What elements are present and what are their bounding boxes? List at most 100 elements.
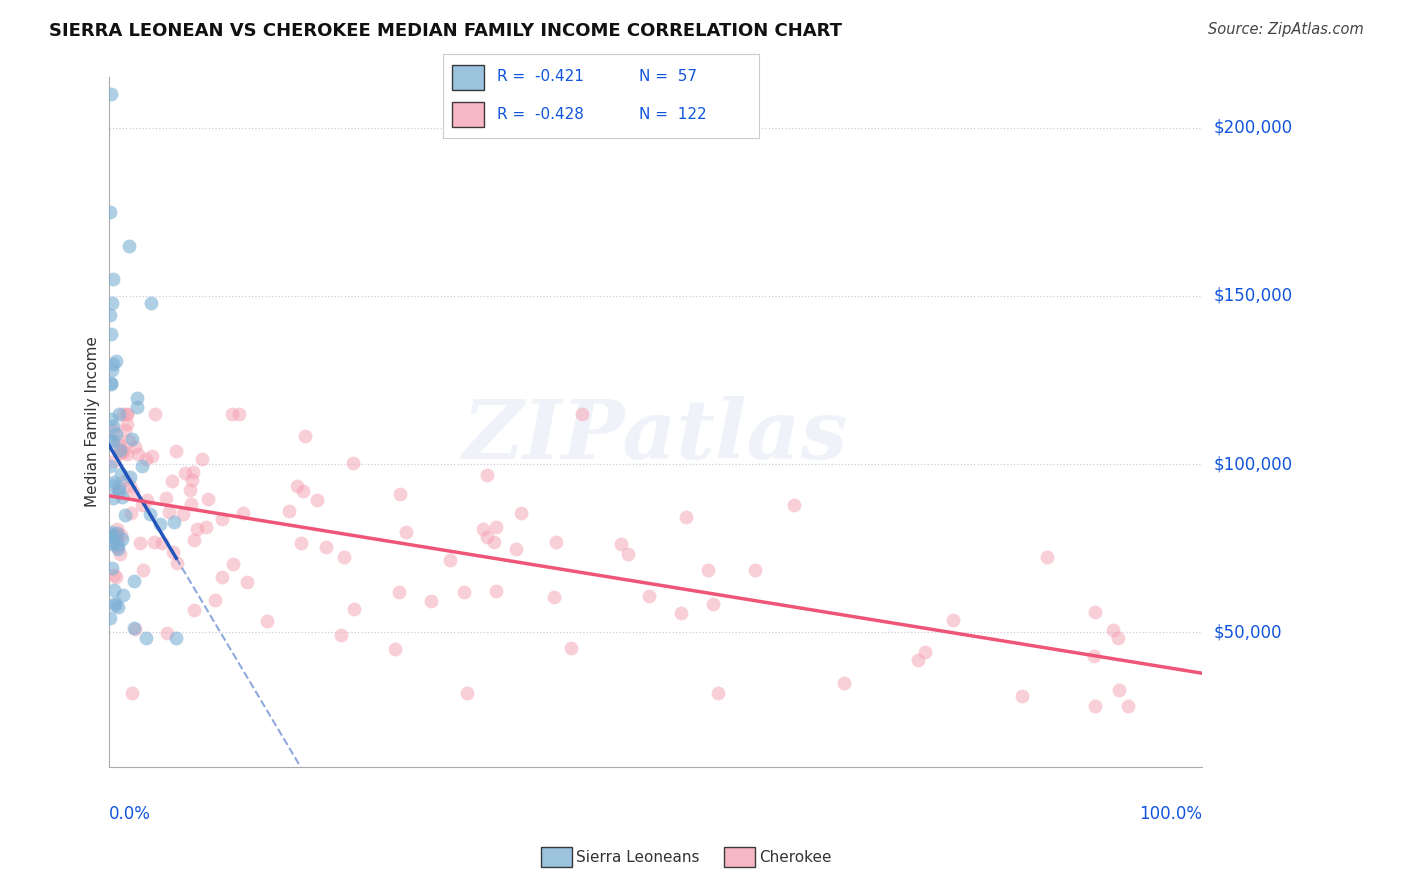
Text: 100.0%: 100.0% [1139,805,1202,823]
Point [183,603,205,617]
Point [1101,624,1123,638]
Point [165,631,187,645]
Point [149,516,172,531]
Point [107,542,129,557]
Text: Cherokee: Cherokee [759,850,832,864]
Point [1084,605,1107,619]
Point [101,272,124,286]
Point [108,407,131,421]
Point [121,685,143,699]
Point [172,507,194,521]
Point [186,522,208,536]
Point [287,479,309,493]
Point [388,487,411,501]
Point [560,640,582,655]
Point [108,548,131,562]
Point [236,575,259,590]
Point [783,498,806,512]
Point [675,509,697,524]
Point [143,534,166,549]
Point [107,483,129,497]
Point [228,407,250,421]
Point [183,533,205,547]
Point [157,505,180,519]
Text: R =  -0.421: R = -0.421 [496,70,583,85]
FancyBboxPatch shape [453,64,484,90]
Point [98,458,121,473]
Point [131,458,153,473]
Point [103,454,125,468]
Point [100,87,122,102]
Point [387,584,409,599]
Point [100,327,122,342]
Point [395,525,418,540]
Text: $50,000: $50,000 [1213,624,1282,641]
Point [294,429,316,443]
Point [475,531,498,545]
Point [135,451,157,466]
Point [505,542,527,557]
Point [100,376,122,390]
Point [194,520,217,534]
Point [111,407,134,421]
Point [179,483,201,498]
Point [290,536,312,550]
Point [155,491,177,506]
Point [105,527,128,541]
Point [610,536,633,550]
Point [98,611,121,625]
Point [482,535,505,549]
Text: $100,000: $100,000 [1213,455,1292,473]
Point [180,497,202,511]
Point [1083,649,1105,664]
Point [472,522,495,536]
Point [105,540,128,554]
Point [456,686,478,700]
Point [1011,690,1033,704]
Point [114,473,136,487]
Point [115,447,138,461]
Point [101,560,124,574]
Point [100,529,122,543]
Point [315,540,337,554]
Point [98,308,121,322]
Point [256,614,278,628]
Point [1108,683,1130,698]
Point [942,613,965,627]
FancyBboxPatch shape [453,102,484,128]
Point [166,556,188,570]
Point [111,532,134,546]
Point [101,491,124,506]
Text: SIERRA LEONEAN VS CHEROKEE MEDIAN FAMILY INCOME CORRELATION CHART: SIERRA LEONEAN VS CHEROKEE MEDIAN FAMILY… [49,22,842,40]
Point [204,593,226,607]
Point [181,473,204,487]
Point [115,407,138,421]
Point [117,238,139,252]
Text: N =  57: N = 57 [640,70,697,85]
Point [439,553,461,567]
Text: $200,000: $200,000 [1213,119,1292,136]
Point [110,528,132,542]
Point [132,563,155,577]
Point [135,631,157,645]
Point [98,434,121,448]
Point [107,599,129,614]
Point [122,621,145,635]
Point [127,447,149,461]
Point [1118,699,1140,714]
Point [104,427,127,442]
Point [128,535,150,549]
Point [160,474,183,488]
Point [124,440,146,454]
Point [104,598,127,612]
Point [127,400,149,414]
Point [108,479,131,493]
Point [384,641,406,656]
Text: ZIPatlas: ZIPatlas [463,396,848,475]
Point [131,498,153,512]
Point [111,490,134,504]
Point [108,439,131,453]
Point [141,449,163,463]
Point [162,544,184,558]
Point [342,456,364,470]
